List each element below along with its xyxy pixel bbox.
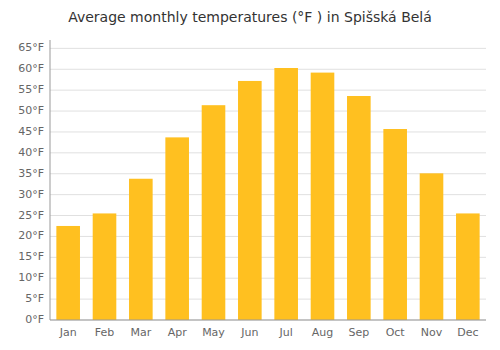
y-tick-label: 45°F	[18, 125, 44, 138]
grid-line	[50, 90, 486, 91]
x-tick-label: Jan	[59, 326, 77, 339]
bar	[93, 213, 117, 320]
y-axis-line	[50, 40, 51, 320]
bar	[274, 68, 298, 320]
bar	[56, 226, 80, 320]
x-tick-label: Mar	[130, 326, 151, 339]
grid-line	[50, 152, 486, 153]
y-tick-label: 50°F	[18, 104, 44, 117]
y-tick-label: 25°F	[18, 209, 44, 222]
grid-line	[50, 320, 486, 321]
bar	[238, 81, 262, 320]
grid-line	[50, 69, 486, 70]
x-axis-line	[50, 320, 486, 321]
grid-line	[50, 131, 486, 132]
grid-line	[50, 48, 486, 49]
x-tick-label: Jun	[240, 326, 258, 339]
x-tick-label: Aug	[312, 326, 333, 339]
y-tick-label: 20°F	[18, 229, 44, 242]
y-tick-label: 35°F	[18, 167, 44, 180]
x-tick-label: Dec	[457, 326, 478, 339]
x-tick-label: Jul	[279, 326, 293, 339]
y-tick-label: 0°F	[25, 313, 44, 326]
y-tick-label: 10°F	[18, 271, 44, 284]
bar	[347, 96, 371, 320]
y-tick-label: 5°F	[25, 292, 44, 305]
bar	[420, 173, 444, 320]
x-tick-label: Sep	[348, 326, 369, 339]
y-tick-label: 30°F	[18, 188, 44, 201]
bar	[311, 73, 335, 320]
x-tick-label: Nov	[421, 326, 443, 339]
x-tick-label: Oct	[386, 326, 406, 339]
grid-line	[50, 111, 486, 112]
y-tick-label: 65°F	[18, 41, 44, 54]
bar	[383, 129, 407, 320]
y-tick-label: 40°F	[18, 146, 44, 159]
y-tick-label: 60°F	[18, 62, 44, 75]
title: Average monthly temperatures (°F ) in Sp…	[68, 9, 432, 25]
x-tick-label: Apr	[168, 326, 188, 339]
y-tick-label: 55°F	[18, 83, 44, 96]
chart: 0°F 5°F 10°F 15°F 20°F 25°F 30°F 35°F 40°F 45°F 50…	[0, 0, 500, 350]
bar	[129, 179, 153, 320]
bar	[202, 105, 226, 320]
grid	[50, 48, 486, 320]
bars	[56, 68, 479, 320]
x-tick-label: May	[202, 326, 225, 339]
x-tick-label: Feb	[95, 326, 114, 339]
bar	[165, 137, 189, 320]
bar	[456, 213, 480, 320]
y-tick-label: 15°F	[18, 250, 44, 263]
